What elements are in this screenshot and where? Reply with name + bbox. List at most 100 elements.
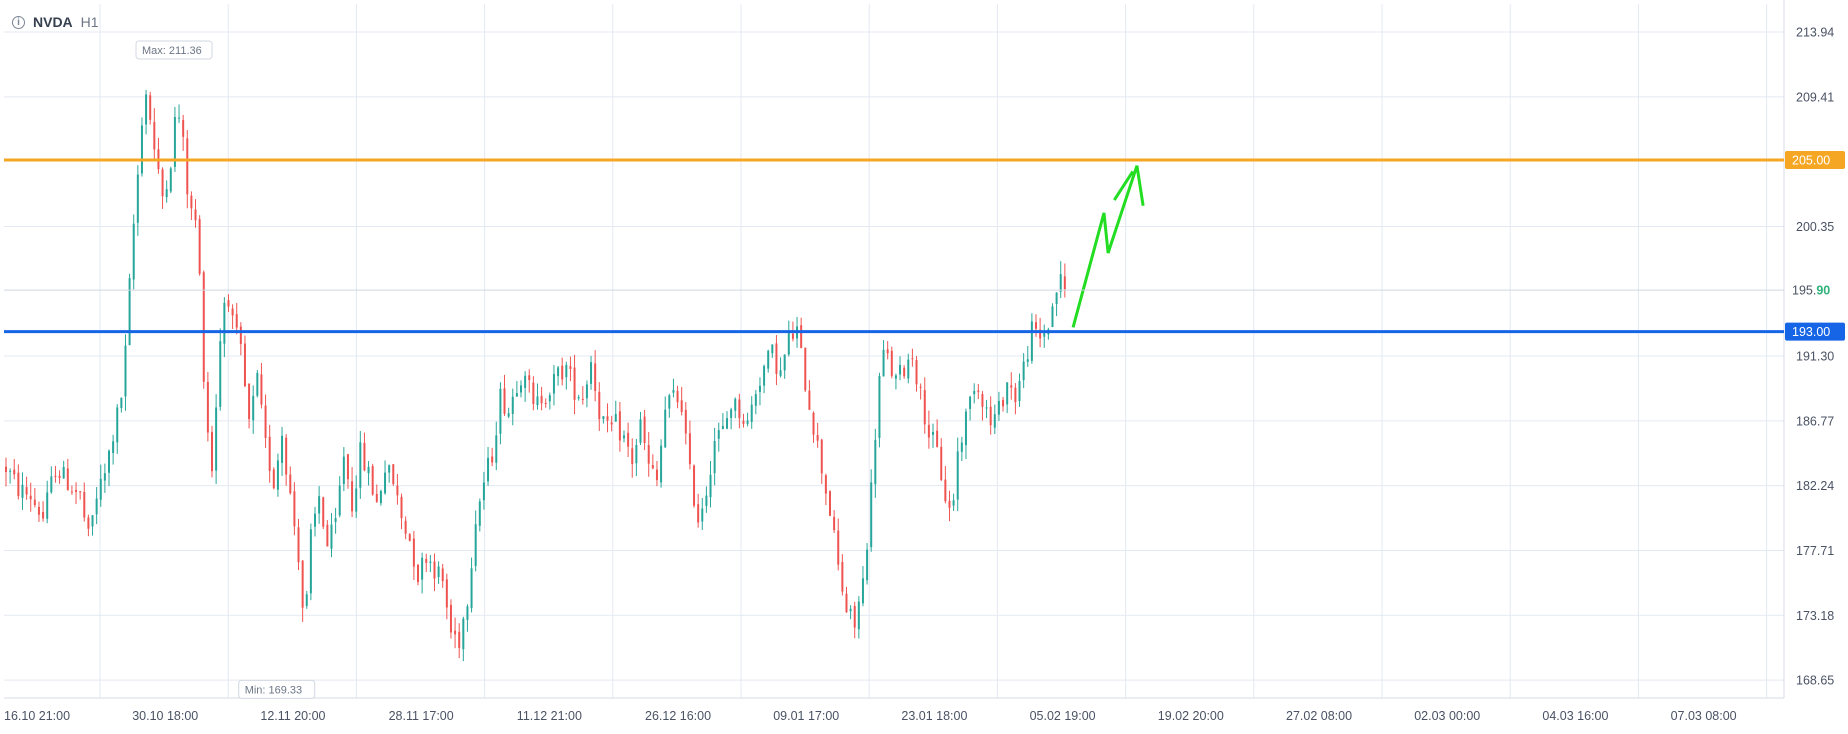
x-tick-label: 23.01 18:00	[901, 709, 967, 723]
candle-body	[544, 402, 547, 404]
candle-body	[1014, 387, 1017, 403]
candle-body	[569, 366, 572, 369]
candle-body	[322, 497, 325, 527]
candle-body	[693, 465, 696, 506]
candle-body	[79, 491, 82, 493]
candle-body	[647, 445, 650, 464]
candle-body	[812, 412, 815, 435]
candle-body	[643, 416, 646, 444]
candle-body	[314, 513, 316, 527]
candle-body	[894, 375, 897, 379]
horizontal-levels[interactable]: 205.00 193.00	[4, 150, 1845, 341]
candle-body	[1051, 306, 1054, 328]
candle-body	[903, 367, 906, 377]
candle-body	[705, 495, 708, 506]
candle-body	[495, 435, 498, 463]
candle-body	[1026, 359, 1029, 362]
candle-body	[882, 349, 885, 377]
forecast-arrow-path[interactable]	[1071, 165, 1145, 328]
candle-body	[215, 407, 218, 471]
candle-body	[561, 365, 564, 380]
y-tick-label: 200.35	[1796, 220, 1834, 234]
candle-body	[243, 343, 246, 387]
candle-body	[511, 396, 514, 414]
candle-body	[351, 481, 354, 512]
candle-body	[433, 561, 436, 579]
min-label: Min: 169.33	[245, 684, 302, 696]
candle-body	[371, 466, 374, 495]
candle-body	[342, 456, 345, 485]
candle-body	[83, 491, 86, 518]
candle-body	[627, 432, 630, 447]
candle-body	[186, 138, 189, 195]
info-icon[interactable]: i	[12, 15, 25, 29]
support-level-tag[interactable]	[1785, 322, 1845, 341]
forecast-arrow[interactable]	[1071, 165, 1145, 328]
candle-body	[91, 515, 94, 527]
candle-body	[87, 517, 90, 529]
candle-body	[441, 568, 444, 582]
candle-body	[256, 372, 259, 396]
candle-body	[379, 490, 382, 504]
candle-body	[429, 561, 432, 563]
candle-body	[396, 485, 399, 496]
candle-body	[66, 468, 69, 491]
candle-body	[993, 414, 996, 428]
candle-body	[268, 436, 271, 471]
candle-body	[573, 367, 576, 400]
candle-body	[1010, 385, 1013, 388]
candle-body	[639, 419, 642, 443]
candle-body	[449, 604, 452, 633]
candle-body	[841, 562, 844, 592]
candle-body	[29, 495, 32, 500]
candle-body	[977, 390, 980, 392]
min-label-box	[238, 679, 316, 699]
candle-body	[124, 345, 127, 397]
timeframe-label[interactable]: H1	[80, 14, 99, 30]
candle-body	[775, 343, 778, 374]
forecast-arrow-head[interactable]	[1113, 170, 1135, 201]
candle-body	[1055, 292, 1058, 304]
y-tick-label: 191.30	[1796, 350, 1834, 364]
candle-body	[890, 350, 893, 376]
candle-body	[866, 549, 869, 581]
candle-body	[417, 564, 419, 583]
candle-body	[557, 367, 560, 377]
candle-body	[804, 347, 807, 391]
candle-body	[346, 454, 349, 480]
candle-body	[202, 272, 205, 382]
candle-body	[330, 524, 333, 549]
candle-body	[808, 390, 811, 410]
y-tick-label: 209.41	[1796, 90, 1834, 104]
candle-body	[42, 512, 45, 519]
candle-body	[816, 435, 819, 441]
candle-body	[289, 474, 292, 494]
candle-body	[964, 411, 967, 446]
x-tick-label: 11.12 21:00	[517, 709, 582, 723]
candle-body	[973, 390, 976, 395]
candle-body	[412, 538, 415, 567]
candle-body	[1039, 329, 1042, 339]
candle-body	[721, 425, 724, 430]
candle-body	[367, 466, 370, 474]
candle-body	[482, 482, 485, 501]
candle-body	[318, 496, 321, 514]
candle-body	[190, 195, 193, 209]
candle-body	[178, 117, 181, 119]
candle-body	[116, 407, 119, 443]
resistance-level-tag[interactable]	[1785, 150, 1845, 169]
candle-body	[623, 435, 625, 439]
candle-body	[552, 374, 555, 394]
symbol-label[interactable]: NVDA	[33, 14, 73, 30]
candle-body	[590, 362, 593, 384]
candle-body	[46, 492, 49, 519]
candle-body	[309, 529, 312, 594]
candle-body	[763, 365, 766, 386]
candle-body	[161, 169, 164, 197]
candle-body	[359, 442, 362, 488]
candle-body	[445, 579, 448, 608]
candle-body	[651, 465, 654, 469]
candle-body	[800, 325, 803, 348]
